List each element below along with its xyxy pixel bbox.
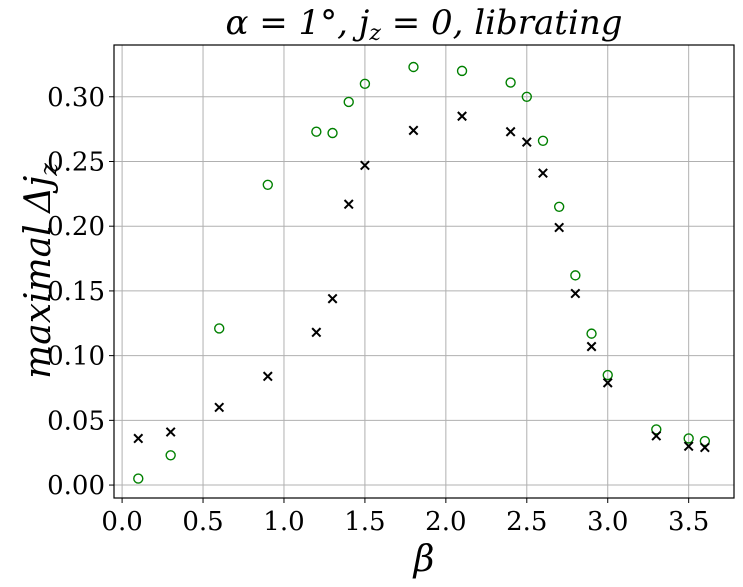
x-tick-label: 1.0 [263,507,304,537]
data-point-circle [311,126,322,137]
data-point-x [408,125,419,136]
data-marks [133,61,711,484]
data-point-x [602,377,613,388]
data-point-circle [165,450,176,461]
data-point-x [505,126,516,137]
data-point-x [327,293,338,304]
data-point-circle [343,96,354,108]
data-point-circle [521,91,532,102]
data-point-circle [505,77,516,88]
data-point-circle [699,435,711,447]
chart-title: α = 1°, jz = 0, librating [225,3,622,46]
data-point-circle [537,135,549,146]
data-point-x [457,111,467,122]
x-tick-label: 3.0 [587,507,628,537]
data-point-x [683,441,694,452]
data-point-circle [456,65,468,77]
data-point-circle [602,369,613,381]
x-tick-label: 2.0 [425,507,466,537]
data-point-x [360,160,370,171]
x-tick-label: 3.5 [668,507,709,537]
data-point-x [586,341,597,352]
x-tick-label: 2.5 [506,507,547,537]
data-point-x [133,433,144,444]
data-point-x [311,327,322,338]
data-point-circle [683,433,694,444]
data-point-x [262,371,273,382]
y-axis-label: maximal Δjz [18,163,63,379]
data-point-circle [408,61,419,73]
data-point-circle [262,179,273,190]
data-point-x [214,402,225,413]
data-point-circle [359,78,371,90]
x-axis-label: β [412,539,435,580]
data-point-circle [570,270,581,281]
data-point-x [538,168,548,179]
y-tick-label: 0.15 [47,277,105,307]
x-tick-label: 0.0 [101,507,142,537]
data-point-circle [651,424,662,435]
data-point-circle [553,201,565,212]
data-point-x [165,427,176,437]
x-tick-label: 0.5 [182,507,223,537]
data-point-x [651,430,662,441]
grid [114,45,734,498]
data-point-x [570,288,581,299]
y-tick-label: 0.10 [47,342,105,372]
plot-frame [113,44,735,499]
data-point-x [554,222,565,233]
y-tick-label: 0.20 [47,212,105,242]
data-point-circle [586,328,597,339]
data-point-x [343,199,354,210]
data-point-x [699,442,710,453]
y-tick-label: 0.00 [47,471,105,501]
y-axis-ticks: 0.00 0.05 0.10 0.15 0.20 0.25 0.30 [47,83,114,501]
data-point-x [521,137,532,147]
data-point-circle [327,127,338,139]
data-point-circle [133,473,144,484]
y-tick-label: 0.05 [47,406,105,436]
x-tick-label: 1.5 [344,507,385,537]
y-tick-label: 0.25 [47,147,105,177]
y-tick-label: 0.30 [47,83,105,113]
x-axis-ticks: 0.0 0.5 1.0 1.5 2.0 2.5 3.0 3.5 [101,498,709,537]
data-point-circle [214,323,225,334]
